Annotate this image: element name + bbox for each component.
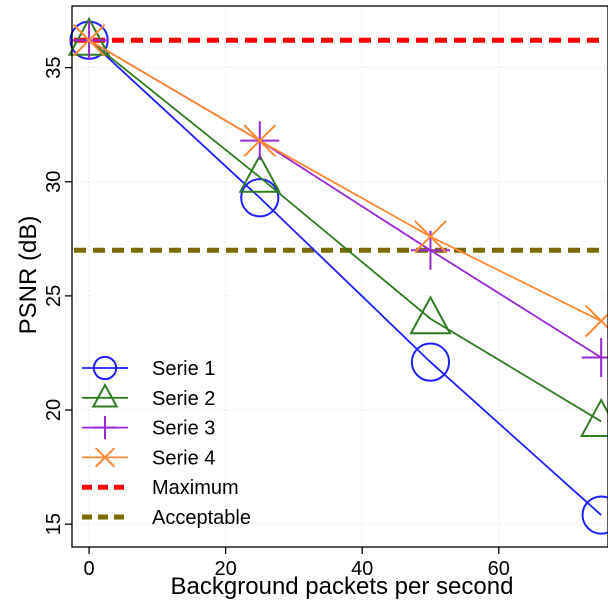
series-2-point	[409, 295, 452, 335]
legend: Serie 1 Serie 2 Serie 3 Serie 4 Maximum Accep…	[82, 355, 251, 529]
series-3-line	[88, 39, 602, 359]
legend-label: Acceptable	[152, 507, 251, 529]
legend-item: Acceptable	[82, 507, 251, 529]
series-1-point	[410, 342, 451, 382]
y-tick-label: 35	[43, 57, 65, 79]
x-tick-label: 40	[351, 558, 373, 580]
legend-label: Serie 3	[152, 418, 215, 440]
legend-marker	[93, 415, 117, 440]
series-group	[67, 16, 608, 535]
legend-marker	[92, 355, 118, 381]
series-4-point	[584, 304, 608, 338]
legend-label: Serie 4	[152, 447, 215, 469]
x-axis-title: Background packets per second	[171, 573, 514, 600]
legend-label: Serie 1	[152, 358, 215, 380]
legend-item: Serie 2	[82, 382, 215, 410]
series-1-line	[88, 39, 602, 516]
x-tick-label: 60	[488, 558, 510, 580]
plot-frame	[71, 5, 608, 548]
y-axis-title: PSNR (dB)	[15, 216, 42, 335]
series-2-point	[238, 153, 281, 193]
series-3-point	[581, 338, 608, 378]
y-tick-label: 30	[43, 171, 65, 193]
legend-label: Maximum	[152, 477, 239, 499]
series-1-point	[581, 495, 608, 535]
legend-item: Serie 1	[82, 355, 215, 381]
legend-marker	[94, 447, 116, 468]
legend-label: Serie 2	[152, 388, 215, 410]
y-axis-ticks: 15 20 25 30 35	[43, 57, 72, 535]
y-tick-label: 15	[43, 513, 65, 535]
y-tick-label: 25	[43, 285, 65, 307]
legend-item: Maximum	[82, 477, 239, 499]
series-4-point	[72, 23, 106, 57]
grid	[72, 6, 608, 547]
series-4-point	[414, 220, 447, 253]
series-2-line	[88, 39, 602, 423]
series-4-line	[88, 39, 602, 322]
reference-lines	[74, 37, 606, 253]
legend-item: Serie 4	[82, 447, 215, 469]
x-tick-label: 20	[215, 558, 237, 580]
legend-marker	[91, 382, 119, 408]
series-4-point	[243, 124, 277, 157]
legend-item: Serie 3	[82, 415, 215, 440]
x-axis-ticks: 0 20 40 60	[84, 547, 510, 580]
x-tick-label: 0	[84, 558, 95, 580]
series-2	[67, 16, 608, 437]
series-1-point	[240, 178, 280, 218]
series-4	[72, 23, 608, 338]
y-tick-label: 20	[43, 399, 65, 421]
series-2-point	[579, 397, 608, 437]
series-3	[69, 20, 608, 378]
